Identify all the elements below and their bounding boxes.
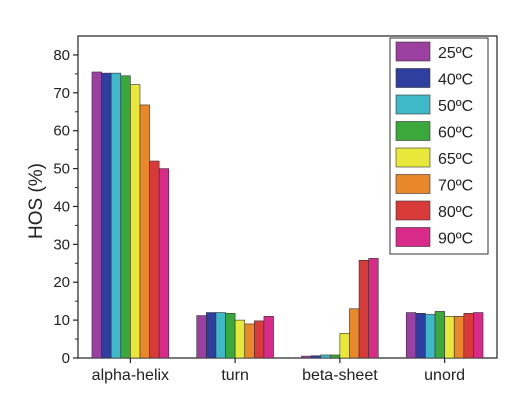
legend-label: 40ºC <box>438 72 473 89</box>
legend-label: 25ºC <box>438 45 473 62</box>
legend-label: 65ºC <box>438 151 473 168</box>
bar-alpha-helix-6 <box>149 160 160 359</box>
legend-swatch <box>395 94 431 115</box>
x-tick-label: beta-sheet <box>302 367 378 384</box>
bar-alpha-helix-4 <box>130 84 141 359</box>
legend-swatch <box>395 200 431 221</box>
bar-unord-5 <box>453 316 465 359</box>
legend-swatch <box>395 227 431 247</box>
bar-alpha-helix-2 <box>110 72 122 359</box>
legend-label: 50ºC <box>438 98 473 115</box>
legend: 25ºC 40ºC 50ºC 60ºC 65ºC 70ºC 80ºC 90ºC <box>389 37 489 255</box>
bar-turn-6 <box>254 320 265 359</box>
bar-beta-sheet-3 <box>329 354 341 359</box>
bar-unord-3 <box>434 311 445 359</box>
legend-label: 80ºC <box>438 204 473 221</box>
plot-area <box>77 35 498 359</box>
x-tick-label: unord <box>424 367 465 384</box>
legend-label: 60ºC <box>438 125 473 142</box>
bar-alpha-helix-5 <box>139 104 150 359</box>
x-axis: alpha-helix turn beta-sheet unord <box>92 358 465 384</box>
y-tick-label: 30 <box>53 236 70 253</box>
y-tick-label: 50 <box>53 161 70 178</box>
bar-unord-7 <box>473 312 484 359</box>
bar-beta-sheet-7 <box>368 258 379 359</box>
legend-label: 70ºC <box>438 178 473 195</box>
bar-beta-sheet-1 <box>310 355 321 359</box>
bar-unord-4 <box>444 316 455 359</box>
y-tick-label: 60 <box>53 123 70 140</box>
bar-alpha-helix-3 <box>120 75 131 359</box>
bar-turn-2 <box>215 312 226 359</box>
bar-turn-7 <box>263 316 274 359</box>
bar-beta-sheet-5 <box>349 308 360 359</box>
y-tick-label: 70 <box>53 85 70 102</box>
legend-swatch <box>395 121 431 141</box>
x-tick-label: turn <box>221 367 249 384</box>
bar-unord-0 <box>405 312 417 359</box>
bar-turn-3 <box>225 312 236 359</box>
bar-alpha-helix-1 <box>101 72 112 359</box>
bar-turn-4 <box>234 319 246 359</box>
bar-turn-1 <box>206 312 217 359</box>
bar-beta-sheet-4 <box>339 333 350 359</box>
y-tick-label: 10 <box>53 312 70 329</box>
bar-turn-5 <box>244 323 255 359</box>
plot-frame <box>77 35 498 359</box>
bar-alpha-helix-7 <box>158 168 170 359</box>
y-axis: 0 10 20 30 40 50 60 70 80 <box>53 47 78 367</box>
bar-turn-0 <box>196 315 207 359</box>
y-tick-label: 0 <box>62 350 70 367</box>
bar-alpha-helix-0 <box>91 71 102 359</box>
bar-unord-1 <box>415 312 426 359</box>
bars-group <box>91 71 484 359</box>
y-axis-label: HOS (%) <box>26 163 47 239</box>
legend-label: 90ºC <box>438 231 473 248</box>
bar-unord-2 <box>425 314 436 359</box>
legend-swatch <box>395 147 431 168</box>
y-tick-label: 40 <box>53 198 70 215</box>
legend-swatch <box>395 41 431 62</box>
y-tick-label: 20 <box>53 274 70 291</box>
legend-swatch <box>395 68 431 88</box>
bar-beta-sheet-2 <box>320 354 331 359</box>
x-tick-label: alpha-helix <box>92 367 169 384</box>
legend-swatch <box>395 174 431 194</box>
bar-beta-sheet-6 <box>358 259 369 359</box>
y-tick-label: 80 <box>53 47 70 64</box>
bar-unord-6 <box>463 312 474 359</box>
bar-beta-sheet-0 <box>301 355 312 359</box>
